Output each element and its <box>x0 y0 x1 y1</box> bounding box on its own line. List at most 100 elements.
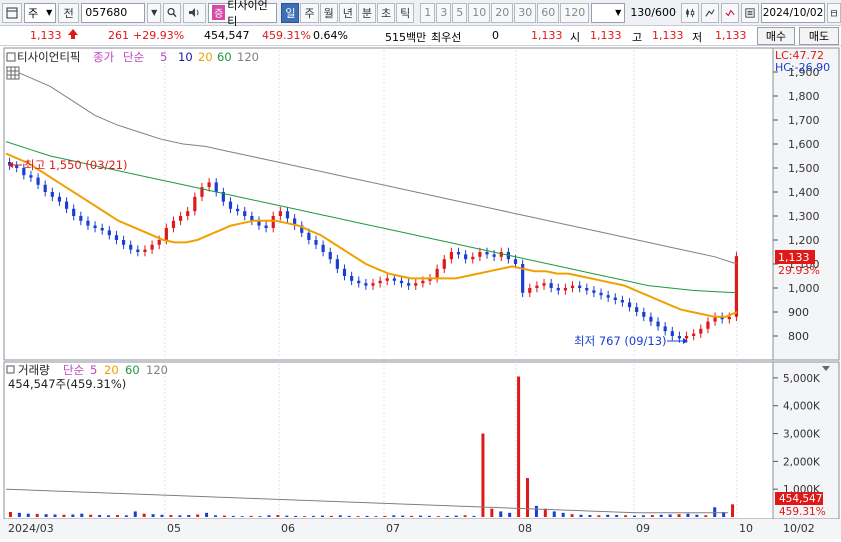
calendar-icon[interactable] <box>827 2 841 23</box>
volume-bar <box>338 515 342 517</box>
volume-bar <box>561 512 565 517</box>
candle-body <box>335 259 339 269</box>
sound-icon[interactable] <box>183 2 207 23</box>
price-tick-label: 1,400 <box>788 186 820 199</box>
candle-body <box>357 280 361 284</box>
price-panel[interactable] <box>3 47 774 361</box>
volume-bar <box>8 511 12 517</box>
volume-legend-ma5: 5 <box>90 363 97 377</box>
period-month[interactable]: 월 <box>319 2 338 23</box>
quote-current: 1,133 <box>531 29 563 42</box>
volume-legend: 거래량 단순 5 20 60 120 454,547주(459.31%) <box>6 363 168 391</box>
interval-30[interactable]: 30 <box>514 2 537 23</box>
interval-5[interactable]: 5 <box>452 2 468 23</box>
low-price: 1,133 <box>715 29 747 42</box>
stock-name-field[interactable]: 증 티사이언티 <box>208 0 278 28</box>
period-day[interactable]: 일 <box>281 2 300 23</box>
price-tick-label: 1,600 <box>788 138 820 151</box>
volume-legend-ma20: 20 <box>104 363 119 377</box>
volume-bar <box>160 514 164 517</box>
volume-bar <box>142 513 146 517</box>
volume-bar <box>26 513 30 517</box>
current-price-tag-text: 1,133 <box>778 251 810 264</box>
volume-bar <box>222 515 226 517</box>
volume-bar <box>17 512 21 517</box>
chart-type-icon[interactable] <box>2 2 22 23</box>
candle-body <box>164 228 168 240</box>
search-icon[interactable] <box>163 2 182 23</box>
candle-body <box>684 336 689 339</box>
interval-60[interactable]: 60 <box>537 2 560 23</box>
period-tick[interactable]: 틱 <box>396 2 415 23</box>
candle-body <box>257 220 261 226</box>
current-price-tag <box>775 250 815 264</box>
volume-bar <box>659 514 663 517</box>
current-pct-tag: 29.93% <box>778 264 820 277</box>
candle-body <box>328 252 332 260</box>
chart-toolbar: 주 ▼ 전 057680 ▼ 증 티사이언티 일 주 월 년 분 초 틱 1 3… <box>0 0 841 28</box>
candle-body <box>399 280 404 284</box>
date-tick-label: 07 <box>386 522 400 535</box>
candle-body <box>620 300 625 303</box>
interval-custom-input[interactable]: ▼ <box>591 2 626 23</box>
ma20-line <box>5 152 738 318</box>
interval-20[interactable]: 20 <box>491 2 514 23</box>
volume-bar <box>668 514 672 517</box>
price-tick-label: 1,800 <box>788 90 820 103</box>
candle-body <box>699 328 703 334</box>
candle-body <box>193 196 197 212</box>
settings-icon[interactable] <box>741 2 760 23</box>
period-week[interactable]: 주 <box>300 2 319 23</box>
market-select[interactable]: 주 ▼ <box>24 2 57 23</box>
volume-bar <box>187 515 191 517</box>
date-tick-label: 06 <box>281 522 295 535</box>
volume-bar <box>606 514 610 517</box>
prev-button[interactable]: 전 <box>58 2 80 23</box>
chart-area[interactable]: 800 900 1,000 1,100 1,200 1,300 1,400 1,500 1,60… <box>0 46 841 539</box>
period-group: 일 주 월 년 분 초 틱 <box>281 2 415 23</box>
table-toggle-icon[interactable] <box>6 66 20 80</box>
buy-button[interactable]: 매수 <box>757 27 795 45</box>
stock-chart[interactable]: 8009001,0001,1001,2001,3001,4001,5001,60… <box>0 46 841 539</box>
date-field[interactable]: 2024/10/02 <box>761 2 826 23</box>
candle-body <box>492 254 496 257</box>
code-dropdown-button[interactable]: ▼ <box>147 2 162 23</box>
candle-icon[interactable] <box>681 2 700 23</box>
candle-body <box>471 256 475 260</box>
draw-line-icon[interactable] <box>701 2 720 23</box>
stock-code-input[interactable]: 057680 <box>81 2 146 23</box>
candle-body <box>542 283 546 286</box>
indicator-icon[interactable] <box>721 2 740 23</box>
candle-body <box>720 316 724 320</box>
interval-1[interactable]: 1 <box>420 2 436 23</box>
candle-body <box>563 288 568 291</box>
candle-body <box>43 184 47 192</box>
candle-body <box>79 216 83 221</box>
period-second[interactable]: 초 <box>376 2 396 23</box>
volume-bar <box>650 515 654 517</box>
candle-body <box>585 288 589 291</box>
volume-collapse-icon[interactable] <box>822 366 830 371</box>
volume-bar <box>704 515 708 517</box>
period-minute[interactable]: 분 <box>357 2 376 23</box>
high-arrow-icon <box>8 162 13 168</box>
candle-body <box>692 333 696 336</box>
interval-3[interactable]: 3 <box>436 2 452 23</box>
volume-bar <box>249 515 253 517</box>
candle-body <box>86 220 90 226</box>
date-tick-label: 05 <box>167 522 181 535</box>
count-field[interactable]: 130/600 <box>630 6 677 19</box>
interval-10[interactable]: 10 <box>468 2 491 23</box>
candle-body <box>613 297 617 300</box>
volume-bar <box>205 512 209 517</box>
candle-body <box>150 244 154 250</box>
candle-body <box>407 283 411 286</box>
up-arrow-icon <box>67 28 79 43</box>
volume-bar <box>508 512 512 517</box>
volume-bar <box>419 515 423 517</box>
period-year[interactable]: 년 <box>338 2 357 23</box>
low-note: 최저 767 (09/13) <box>574 334 667 348</box>
interval-120[interactable]: 120 <box>560 2 590 23</box>
sell-button[interactable]: 매도 <box>799 27 839 45</box>
volume-ma120-line <box>5 488 729 514</box>
